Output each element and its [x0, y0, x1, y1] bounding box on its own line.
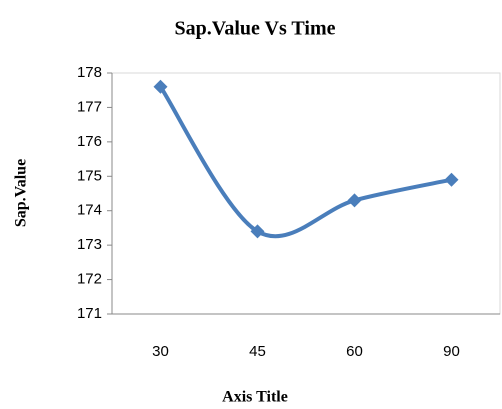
y-tick-label: 177 [77, 98, 102, 115]
data-point [250, 224, 265, 239]
data-point [153, 79, 168, 94]
y-tick-label: 171 [77, 305, 102, 322]
x-tick-label: 60 [346, 343, 363, 360]
y-tick-label: 175 [77, 167, 102, 184]
x-tick-label: 30 [152, 343, 169, 360]
x-axis-title: Axis Title [222, 389, 288, 406]
y-tick-label: 174 [77, 202, 102, 219]
x-tick-label: 90 [443, 343, 460, 360]
plot-frame [111, 72, 501, 315]
y-tick-label: 176 [77, 133, 102, 150]
y-tick-label: 172 [77, 271, 102, 288]
chart-title: Sap.Value Vs Time [175, 18, 336, 40]
y-axis-title: Sap.Value [13, 159, 30, 227]
y-tick-label: 173 [77, 236, 102, 253]
series-line [158, 85, 452, 239]
data-point [347, 193, 362, 208]
x-tick-label: 45 [249, 343, 266, 360]
data-point [444, 172, 459, 187]
y-tick-label: 178 [77, 64, 102, 81]
